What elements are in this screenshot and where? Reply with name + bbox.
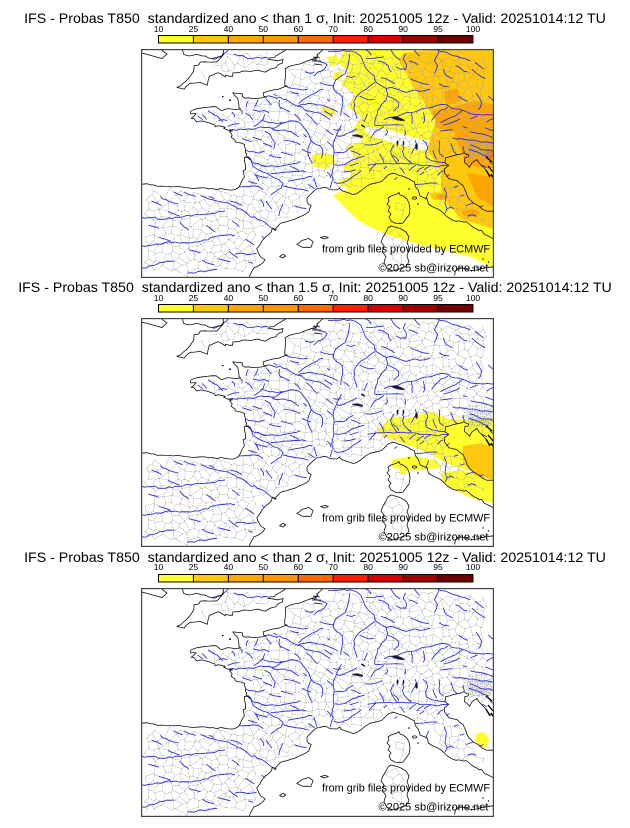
svg-text:©2025 sb@irizone.net: ©2025 sb@irizone.net [378,801,489,813]
svg-text:©2025 sb@irizone.net: ©2025 sb@irizone.net [378,262,489,274]
svg-text:©2025 sb@irizone.net: ©2025 sb@irizone.net [378,532,489,544]
svg-text:from grib files provided by EC: from grib files provided by ECMWF [322,513,490,525]
svg-text:from grib files provided by EC: from grib files provided by ECMWF [322,782,490,794]
svg-text:from grib files provided by EC: from grib files provided by ECMWF [322,243,490,255]
